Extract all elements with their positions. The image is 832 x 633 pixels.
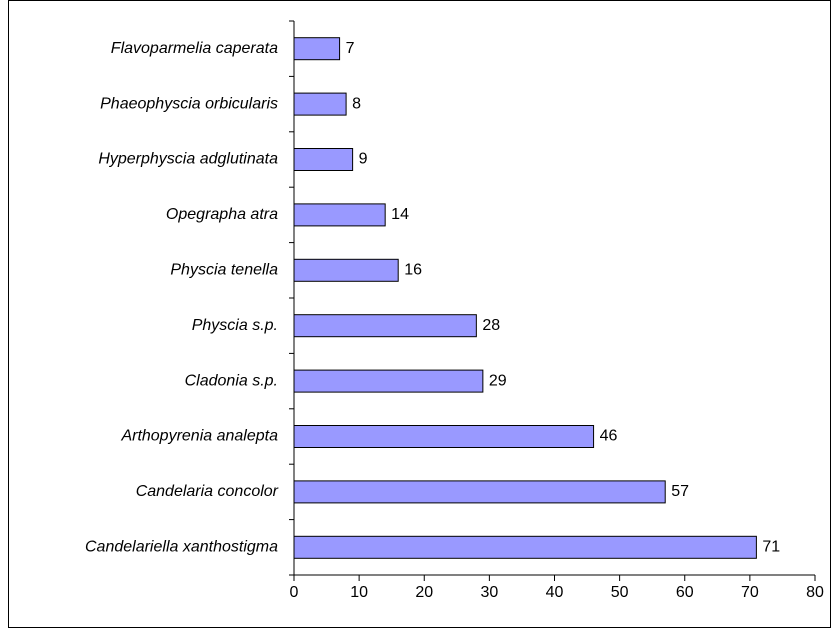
chart-frame bbox=[8, 0, 831, 628]
value-label: 28 bbox=[482, 317, 500, 334]
value-label: 16 bbox=[404, 262, 422, 279]
y-tick-label: Phaeophyscia orbicularis bbox=[100, 95, 278, 112]
value-label: 57 bbox=[671, 483, 689, 500]
y-tick-label: Candelaria concolor bbox=[136, 483, 279, 500]
y-tick-label: Hyperphyscia adglutinata bbox=[98, 151, 278, 168]
bar bbox=[293, 258, 399, 282]
bar bbox=[293, 148, 354, 171]
bar bbox=[293, 369, 484, 393]
x-tick-label: 20 bbox=[415, 584, 433, 601]
y-tick-label: Physcia s.p. bbox=[192, 317, 278, 334]
bar bbox=[293, 535, 757, 559]
x-tick-label: 10 bbox=[350, 584, 368, 601]
x-tick-label: 80 bbox=[806, 584, 824, 601]
bar bbox=[293, 92, 347, 116]
value-label: 46 bbox=[600, 428, 618, 445]
bar bbox=[293, 37, 341, 61]
bar bbox=[293, 425, 595, 448]
x-tick-label: 50 bbox=[611, 584, 629, 601]
value-label: 71 bbox=[762, 539, 780, 556]
y-tick-label: Candelariella xanthostigma bbox=[85, 539, 278, 556]
x-tick-label: 40 bbox=[546, 584, 564, 601]
value-label: 29 bbox=[489, 372, 507, 389]
y-tick-label: Cladonia s.p. bbox=[185, 372, 278, 389]
y-tick-label: Physcia tenella bbox=[170, 262, 278, 279]
value-label: 7 bbox=[346, 40, 355, 57]
y-tick-label: Opegrapha atra bbox=[166, 206, 278, 223]
value-label: 14 bbox=[391, 206, 409, 223]
bar bbox=[293, 480, 666, 504]
bar bbox=[293, 203, 386, 227]
x-tick-label: 70 bbox=[741, 584, 759, 601]
x-tick-label: 60 bbox=[676, 584, 694, 601]
value-label: 8 bbox=[352, 95, 361, 112]
y-tick-label: Flavoparmelia caperata bbox=[111, 40, 278, 57]
bar bbox=[293, 314, 477, 338]
x-tick-label: 0 bbox=[290, 584, 299, 601]
x-tick-label: 30 bbox=[480, 584, 498, 601]
y-tick-label: Arthopyrenia analepta bbox=[120, 428, 278, 445]
value-label: 9 bbox=[359, 151, 368, 168]
